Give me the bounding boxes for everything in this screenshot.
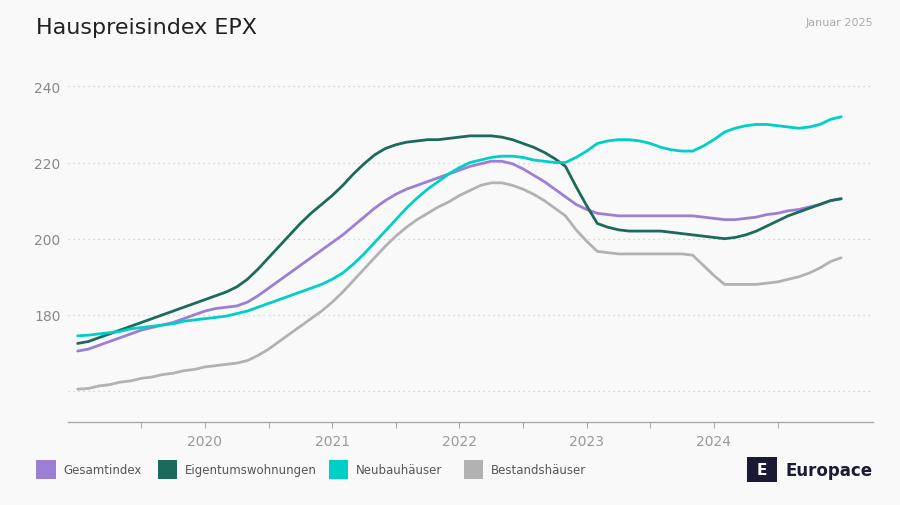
Text: Bestandshäuser: Bestandshäuser	[491, 463, 586, 476]
Text: E: E	[757, 462, 767, 477]
Text: Eigentumswohnungen: Eigentumswohnungen	[184, 463, 317, 476]
Text: Europace: Europace	[786, 461, 873, 479]
Text: Januar 2025: Januar 2025	[806, 18, 873, 28]
Text: Hauspreisindex EPX: Hauspreisindex EPX	[36, 18, 257, 38]
Text: Neubauhäuser: Neubauhäuser	[356, 463, 442, 476]
Text: Gesamtindex: Gesamtindex	[63, 463, 141, 476]
